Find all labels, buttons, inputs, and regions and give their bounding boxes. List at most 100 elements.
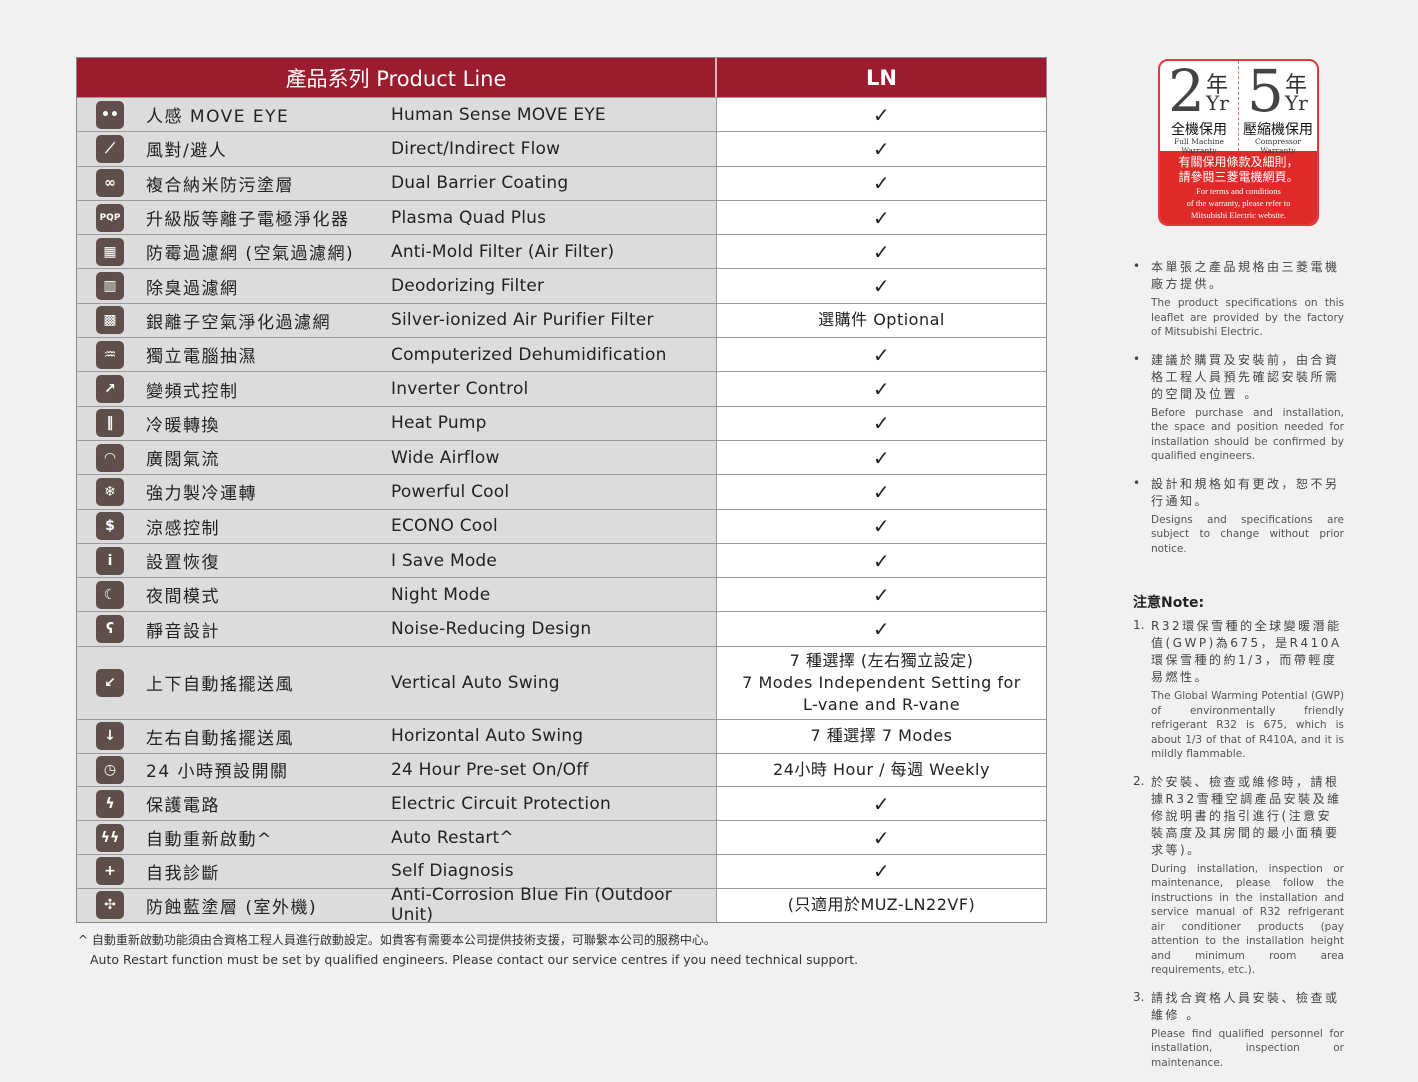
feature-cell: + 自我診斷 Self Diagnosis — [77, 854, 717, 888]
ln-value: ✓ — [717, 475, 1046, 509]
feature-name-en: Anti-Mold Filter (Air Filter) — [391, 241, 615, 262]
table-header: 產品系列 Product Line LN — [77, 58, 1046, 97]
table-row: ◷ 24 小時預設開關 24 Hour Pre-set On/Off 24小時 Hou… — [77, 752, 1046, 787]
table-row: ↗ 變頻式控制 Inverter Control ✓ — [77, 371, 1046, 406]
feature-name-zh: 冷暖轉換 — [146, 415, 220, 436]
ln-value: ✓ — [717, 269, 1046, 303]
note-bullet: • 建議於購買及安裝前，由合資格工程人員預先確認安裝所需的空間及位置 。 Befor… — [1133, 352, 1344, 464]
feature-cell: •• 人感 MOVE EYE Human Sense MOVE EYE — [77, 98, 717, 132]
feature-name-zh: 複合納米防污塗層 — [146, 175, 294, 196]
feature-cell: ✣ 防蝕藍塗層 (室外機) Anti-Corrosion Blue Fin (Out… — [77, 885, 717, 925]
note-item: 3. 請找合資格人員安裝、檢查或維修 。 Please find qualified… — [1133, 990, 1344, 1071]
dehumidification-icon: ♒ — [96, 340, 124, 369]
feature-name-en: Horizontal Auto Swing — [391, 726, 584, 747]
table-row: ʕ 靜音設計 Noise-Reducing Design ✓ — [77, 611, 1046, 646]
note-zh: 建議於購買及安裝前，由合資格工程人員預先確認安裝所需的空間及位置 。 — [1151, 352, 1340, 401]
table-row: + 自我診斷 Self Diagnosis ✓ — [77, 853, 1046, 888]
feature-name-zh: 夜間模式 — [146, 587, 220, 608]
feature-name-en: 24 Hour Pre-set On/Off — [391, 759, 589, 780]
feature-name-zh: 防蝕藍塗層 (室外機) — [146, 897, 318, 918]
ln-value: ✓ — [717, 543, 1046, 578]
note-en: The Global Warming Potential (GWP) of en… — [1151, 690, 1344, 760]
feature-name-en: Inverter Control — [391, 379, 529, 400]
dual-barrier-coating-icon: ∞ — [96, 169, 124, 198]
feature-cell: ‖ 冷暖轉換 Heat Pump — [77, 406, 717, 440]
table-row: ϟϟ 自動重新啟動^ Auto Restart^ ✓ — [77, 820, 1046, 854]
bullet-mark: • — [1133, 259, 1141, 273]
table-row: PQP 升級版等離子電極淨化器 Plasma Quad Plus ✓ — [77, 199, 1046, 235]
note-item: 1. R32環保雪種的全球變暖潛能值(GWP)為675，是R410A環保雪種的約1… — [1133, 618, 1344, 762]
note-bullet: • 本單張之產品規格由三菱電機廠方提供。 The product specifica… — [1133, 259, 1344, 340]
ln-value: ✓ — [717, 200, 1046, 235]
warranty-terms: 有關保用條款及細則， 請參閱三菱電機網頁。 For terms and cond… — [1160, 151, 1317, 224]
note-bullet: • 設計和規格如有更改，恕不另行通知。 Designs and specificat… — [1133, 476, 1344, 557]
feature-name-en: I Save Mode — [391, 550, 498, 571]
noise-reducing-icon: ʕ — [96, 615, 124, 644]
ln-value: ✓ — [717, 406, 1046, 440]
ln-value: ✓ — [717, 132, 1046, 166]
feature-name-en: Dual Barrier Coating — [391, 173, 569, 194]
feature-cell: ϟ 保護電路 Electric Circuit Protection — [77, 787, 717, 821]
note-en: Before purchase and installation, the sp… — [1151, 406, 1344, 463]
feature-name-zh: 左右自動搖擺送風 — [146, 728, 294, 749]
table-row: ☾ 夜間模式 Night Mode ✓ — [77, 577, 1046, 612]
feature-name-en: Deodorizing Filter — [391, 276, 545, 297]
feature-name-en: Auto Restart^ — [391, 827, 514, 848]
ln-value: ✓ — [717, 854, 1046, 888]
notes-panel: • 本單張之產品規格由三菱電機廠方提供。 The product specifica… — [1133, 259, 1344, 1082]
feature-name-en: Powerful Cool — [391, 481, 510, 502]
auto-restart-icon: ϟϟ — [96, 823, 124, 852]
ln-value: ✓ — [717, 166, 1046, 200]
bullet-mark: • — [1133, 475, 1141, 490]
feature-cell: ↓ 左右自動搖擺送風 Horizontal Auto Swing — [77, 719, 717, 753]
note-zh: 本單張之產品規格由三菱電機廠方提供。 — [1151, 260, 1340, 291]
feature-name-zh: 銀離子空氣淨化過濾網 — [146, 312, 331, 333]
feature-name-zh: 風對/避人 — [146, 141, 228, 162]
feature-name-zh: 獨立電腦抽濕 — [146, 347, 257, 368]
note-zh: R32環保雪種的全球變暖潛能值(GWP)為675，是R410A環保雪種的約1/3… — [1151, 619, 1342, 684]
feature-name-zh: 強力製冷運轉 — [146, 484, 257, 505]
full-warranty: 2 年 Yr 全機保用 Full Machine Warranty — [1160, 61, 1239, 155]
feature-cell: ♒ 獨立電腦抽濕 Computerized Dehumidification — [77, 338, 717, 372]
table-row: i 設置恢復 I Save Mode ✓ — [77, 542, 1046, 578]
inverter-icon: ↗ — [96, 375, 124, 404]
footnote-en: Auto Restart function must be set by qua… — [90, 952, 859, 967]
table-row: ‖ 冷暖轉換 Heat Pump ✓ — [77, 405, 1046, 440]
ln-value: ✓ — [717, 821, 1046, 854]
note-title: 注意Note: — [1133, 595, 1205, 611]
feature-cell: ❄ 強力製冷運轉 Powerful Cool — [77, 475, 717, 509]
powerful-cool-icon: ❄ — [96, 477, 124, 506]
ln-value: 選購件 Optional — [717, 303, 1046, 338]
feature-name-zh: 自動重新啟動^ — [146, 830, 273, 851]
note-en: Designs and specifications are subject t… — [1151, 513, 1344, 555]
feature-name-zh: 靜音設計 — [146, 621, 220, 642]
note-en: The product specifications on this leafl… — [1151, 297, 1344, 338]
ln-value: ✓ — [717, 338, 1046, 372]
feature-cell: ▩ 銀離子空氣淨化過濾網 Silver-ionized Air Purifier F… — [77, 303, 717, 338]
deodorizing-filter-icon: ▥ — [96, 272, 124, 301]
table-row: ∞ 複合納米防污塗層 Dual Barrier Coating ✓ — [77, 165, 1046, 200]
footnote: ^ 自動重新啟動功能須由合資格工程人員進行啟動設定。如貴客有需要本公司提供技術支… — [78, 931, 858, 969]
note-item: 2. 於安裝、檢查或維修時，請根據R32雪種空調產品安裝及維修說明書的指引進行(注… — [1133, 774, 1344, 978]
ln-value: ✓ — [717, 578, 1046, 612]
feature-name-zh: 保護電路 — [146, 796, 220, 817]
ln-value: ✓ — [717, 440, 1046, 475]
table-row: $ 涼感控制 ECONO Cool ✓ — [77, 508, 1046, 543]
feature-cell: ⟋ 風對/避人 Direct/Indirect Flow — [77, 132, 717, 166]
note-number: 2. — [1133, 773, 1145, 788]
ln-value: ✓ — [717, 372, 1046, 406]
feature-name-en: Electric Circuit Protection — [391, 793, 611, 814]
ln-value: (只適用於MUZ-LN22VF) — [717, 888, 1046, 922]
feature-name-zh: 上下自動搖擺送風 — [146, 675, 294, 696]
feature-name-en: Heat Pump — [391, 413, 487, 434]
anti-mold-filter-icon: ▦ — [96, 237, 124, 266]
wide-airflow-icon: ◠ — [96, 443, 124, 472]
product-line-table: 產品系列 Product Line LN •• 人感 MOVE EYE Human … — [76, 57, 1047, 925]
ln-value: ✓ — [717, 98, 1046, 132]
table-row: ▦ 防霉過濾網 (空氣過濾網) Anti-Mold Filter (Air Filt… — [77, 234, 1046, 269]
econo-cool-icon: $ — [96, 512, 124, 541]
feature-name-en: Night Mode — [391, 584, 491, 605]
feature-name-en: Wide Airflow — [391, 447, 500, 468]
table-row: ↙ 上下自動搖擺送風 Vertical Auto Swing 7 種選擇 (左右獨立設… — [77, 645, 1046, 719]
ln-value: ✓ — [717, 787, 1046, 821]
